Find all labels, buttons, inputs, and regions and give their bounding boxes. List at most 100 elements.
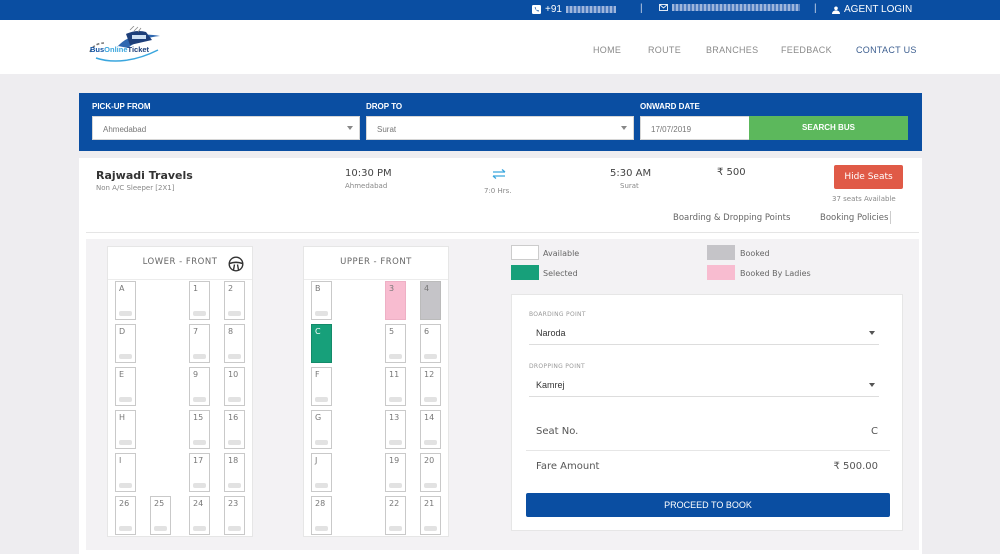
pillow-icon [119,526,132,531]
seat-F[interactable]: F [311,367,332,406]
seat-7[interactable]: 7 [189,324,210,363]
nav-route[interactable]: ROUTE [648,45,681,55]
seat-8[interactable]: 8 [224,324,245,363]
seat-label: 25 [154,499,165,508]
search-bus-button[interactable]: SEARCH BUS [749,116,908,140]
agent-login-link[interactable]: AGENT LOGIN [832,4,912,15]
seat-label: 8 [228,327,234,336]
nav-branches[interactable]: BRANCHES [706,45,759,55]
seat-26[interactable]: 26 [115,496,136,535]
seat-B[interactable]: B [311,281,332,320]
seat-E[interactable]: E [115,367,136,406]
pillow-icon [193,526,206,531]
user-icon [832,6,840,14]
legend-booked-swatch [707,245,735,260]
seat-10[interactable]: 10 [224,367,245,406]
phone-icon [532,5,541,14]
logo-bus: Bus [90,45,105,54]
dropping-point-select[interactable]: Kamrej [529,375,879,397]
seat-label: 10 [228,370,239,379]
seat-label: 12 [424,370,435,379]
seat-I[interactable]: I [115,453,136,492]
seat-28[interactable]: 28 [311,496,332,535]
pickup-value: Ahmedabad [103,125,147,134]
seat-20[interactable]: 20 [420,453,441,492]
nav-contact-us[interactable]: CONTACT US [856,45,917,55]
lower-deck-title: LOWER - FRONT [108,247,252,280]
site-logo[interactable]: BusOnlineTicket [86,25,166,66]
email-contact[interactable] [659,4,800,11]
seat-label: D [119,327,126,336]
pillow-icon [119,311,132,316]
seat-3-booked-ladies: 3 [385,281,406,320]
nav-home[interactable]: HOME [593,45,622,55]
legend-booked-label: Booked [740,249,770,258]
seat-G[interactable]: G [311,410,332,449]
seat-label: I [119,456,122,465]
seat-17[interactable]: 17 [189,453,210,492]
top-bar: +91 | | AGENT LOGIN [0,0,1000,20]
seat-D[interactable]: D [115,324,136,363]
boarding-point-select[interactable]: Naroda [529,323,879,345]
phone-number: +91 [545,4,562,15]
seat-C-selected[interactable]: C [311,324,332,363]
seat-19[interactable]: 19 [385,453,406,492]
seat-2[interactable]: 2 [224,281,245,320]
boarding-dropping-points-link[interactable]: Boarding & Dropping Points [673,213,791,223]
seat-12[interactable]: 12 [420,367,441,406]
seat-label: 20 [424,456,435,465]
seat-label: G [315,413,322,422]
search-panel: PICK-UP FROM Ahmedabad DROP TO Surat ONW… [79,93,922,151]
seat-4-booked: 4 [420,281,441,320]
seat-24[interactable]: 24 [189,496,210,535]
seat-18[interactable]: 18 [224,453,245,492]
seat-label: 19 [389,456,400,465]
booking-policies-link[interactable]: Booking Policies [820,213,889,223]
legend-ladies-swatch [707,265,735,280]
seat-5[interactable]: 5 [385,324,406,363]
separator: | [640,3,643,14]
legend-selected-swatch [511,265,539,280]
seat-H[interactable]: H [115,410,136,449]
seat-1[interactable]: 1 [189,281,210,320]
pillow-icon [424,354,437,359]
seat-15[interactable]: 15 [189,410,210,449]
pillow-icon [315,526,328,531]
seat-21[interactable]: 21 [420,496,441,535]
seat-label: 28 [315,499,326,508]
seat-label: 15 [193,413,204,422]
legend-selected-label: Selected [543,269,578,278]
seat-25[interactable]: 25 [150,496,171,535]
pillow-icon [193,397,206,402]
seat-11[interactable]: 11 [385,367,406,406]
seat-label: 14 [424,413,435,422]
phone-contact[interactable]: +91 [532,4,616,15]
seat-A[interactable]: A [115,281,136,320]
email-obscured [672,4,800,11]
seat-22[interactable]: 22 [385,496,406,535]
seat-6[interactable]: 6 [420,324,441,363]
chevron-down-icon [347,126,353,130]
seat-J[interactable]: J [311,453,332,492]
pillow-icon [119,483,132,488]
pillow-icon [424,526,437,531]
pillow-icon [315,311,328,316]
pillow-icon [228,397,241,402]
proceed-to-book-button[interactable]: PROCEED TO BOOK [526,493,890,517]
drop-select[interactable]: Surat [366,116,634,140]
seat-9[interactable]: 9 [189,367,210,406]
seat-23[interactable]: 23 [224,496,245,535]
hide-seats-button[interactable]: Hide Seats [834,165,903,189]
pillow-icon [389,354,402,359]
pickup-label: PICK-UP FROM [92,102,151,111]
nav-feedback[interactable]: FEEDBACK [781,45,832,55]
seat-14[interactable]: 14 [420,410,441,449]
seat-16[interactable]: 16 [224,410,245,449]
pickup-select[interactable]: Ahmedabad [92,116,360,140]
bus-logo-icon [89,25,160,62]
pillow-icon [424,483,437,488]
booking-panel: BOARDING POINT Naroda DROPPING POINT Kam… [511,294,903,531]
seat-13[interactable]: 13 [385,410,406,449]
bus-type: Non A/C Sleeper [2X1] [96,184,175,192]
pillow-icon [389,440,402,445]
